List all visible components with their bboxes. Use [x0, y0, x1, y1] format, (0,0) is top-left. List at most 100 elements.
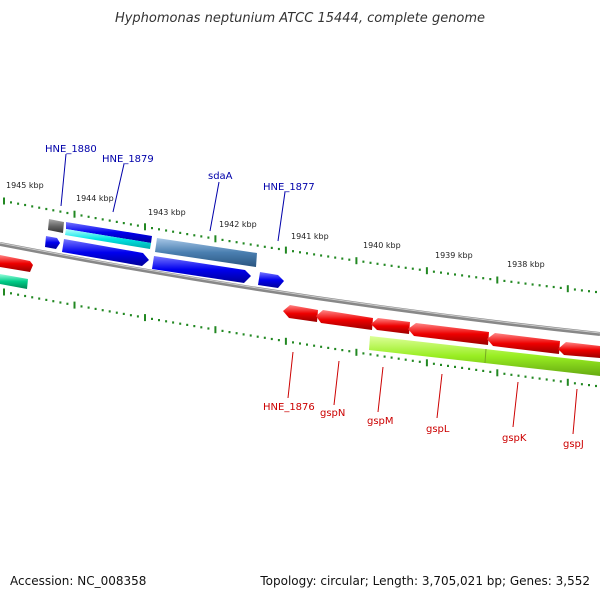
major-tick — [355, 348, 358, 356]
gene-label-gspM[interactable]: gspM — [367, 416, 394, 427]
gene-arrow-gspN[interactable] — [316, 310, 373, 330]
minor-tick — [80, 305, 83, 308]
minor-tick — [559, 286, 562, 289]
minor-tick — [235, 241, 238, 244]
minor-tick — [475, 368, 478, 371]
minor-tick — [151, 227, 153, 230]
kbp-label: 1938 kbp — [507, 260, 545, 269]
minor-tick — [186, 323, 189, 326]
major-tick — [284, 246, 287, 254]
minor-tick — [299, 251, 301, 254]
minor-tick — [320, 254, 323, 257]
minor-tick — [404, 358, 407, 361]
minor-tick — [94, 307, 97, 310]
gene-arrow-gspM[interactable] — [371, 318, 410, 334]
minor-tick — [552, 379, 555, 382]
gene-arrow-hne1879[interactable] — [62, 239, 149, 266]
gene-arrow-gspL[interactable] — [408, 323, 489, 345]
major-tick — [214, 326, 217, 334]
minor-tick — [588, 384, 590, 387]
gene-arrow-hne1877[interactable] — [258, 272, 284, 288]
minor-tick — [24, 203, 27, 207]
accession-text: Accession: NC_008358 — [10, 574, 147, 588]
minor-tick — [489, 278, 492, 281]
minor-tick — [545, 378, 548, 381]
minor-tick — [87, 306, 90, 309]
minor-tick — [221, 238, 224, 241]
minor-tick — [270, 246, 273, 249]
minor-tick — [580, 383, 583, 386]
minor-tick — [503, 279, 506, 282]
minor-tick — [341, 349, 344, 352]
minor-tick — [129, 314, 132, 317]
minor-tick — [235, 332, 238, 335]
minor-tick — [588, 290, 590, 293]
gene-label-hne1879[interactable]: HNE_1879 — [102, 154, 154, 165]
gene-label-sdaA[interactable]: sdaA — [208, 171, 233, 182]
gene-feature-hne1879-blue[interactable] — [66, 222, 152, 243]
minor-tick — [38, 206, 41, 209]
gene-feature-sdaA[interactable] — [155, 238, 257, 267]
minor-tick — [193, 234, 196, 237]
minor-tick — [327, 255, 330, 258]
minor-tick — [299, 342, 301, 345]
minor-tick — [221, 329, 224, 332]
minor-tick — [17, 202, 20, 205]
minor-tick — [101, 218, 104, 221]
kbp-label: 1941 kbp — [291, 232, 329, 241]
gene-feature-red-left[interactable] — [0, 255, 33, 272]
minor-tick — [580, 289, 583, 292]
minor-tick — [383, 263, 386, 266]
gene-arrow-gspJ[interactable] — [558, 342, 600, 358]
major-tick — [425, 359, 428, 367]
gene-label-gspL[interactable]: gspL — [426, 424, 450, 435]
gene-label-gspJ[interactable]: gspJ — [563, 439, 584, 450]
gene-arrow-hne1880[interactable] — [45, 236, 60, 249]
gene-arrow-gspK[interactable] — [487, 333, 560, 354]
gene-label-hne1876[interactable]: HNE_1876 — [263, 402, 315, 413]
major-tick — [73, 301, 76, 309]
gene-arrow-sdaA[interactable] — [152, 256, 251, 283]
minor-tick — [101, 309, 104, 312]
gene-label-gspN[interactable]: gspN — [320, 408, 345, 419]
major-tick — [355, 257, 358, 265]
minor-tick — [447, 272, 449, 275]
minor-tick — [397, 265, 400, 268]
gene-feature-green[interactable] — [369, 336, 600, 376]
minor-tick — [341, 257, 344, 260]
minor-tick — [129, 223, 132, 226]
minor-tick — [136, 315, 139, 318]
minor-tick — [228, 240, 231, 243]
minor-tick — [45, 207, 48, 211]
minor-tick — [277, 247, 280, 251]
minor-tick — [517, 374, 520, 377]
gene-feature-green-divider — [484, 348, 487, 364]
kbp-label: 1944 kbp — [76, 194, 114, 203]
minor-tick — [524, 282, 527, 285]
major-tick — [144, 223, 146, 231]
gene-label-hne1877[interactable]: HNE_1877 — [263, 182, 315, 193]
minor-tick — [292, 341, 294, 344]
minor-tick — [573, 288, 576, 291]
minor-tick — [200, 326, 203, 329]
minor-tick — [158, 319, 160, 322]
minor-tick — [207, 327, 210, 330]
minor-tick — [411, 267, 414, 270]
map-title: Hyphomonas neptunium ATCC 15444, complet… — [115, 11, 485, 26]
gene-label-gspK[interactable]: gspK — [502, 433, 527, 444]
minor-tick — [432, 362, 435, 365]
gene-feature-hne1879-cyan[interactable] — [65, 229, 151, 249]
gene-label-hne1880[interactable]: HNE_1880 — [45, 144, 97, 155]
minor-tick — [115, 311, 118, 314]
gene-feature-gray[interactable] — [48, 219, 64, 233]
gene-feature-teal-left[interactable] — [0, 274, 28, 289]
minor-tick — [256, 335, 259, 338]
minor-tick — [545, 285, 548, 288]
minor-tick — [510, 373, 513, 376]
major-tick — [425, 267, 428, 275]
minor-tick — [24, 294, 27, 298]
minor-tick — [503, 372, 506, 375]
gene-arrow-hne1876[interactable] — [283, 305, 318, 322]
scale-ticks-upper — [3, 197, 597, 294]
